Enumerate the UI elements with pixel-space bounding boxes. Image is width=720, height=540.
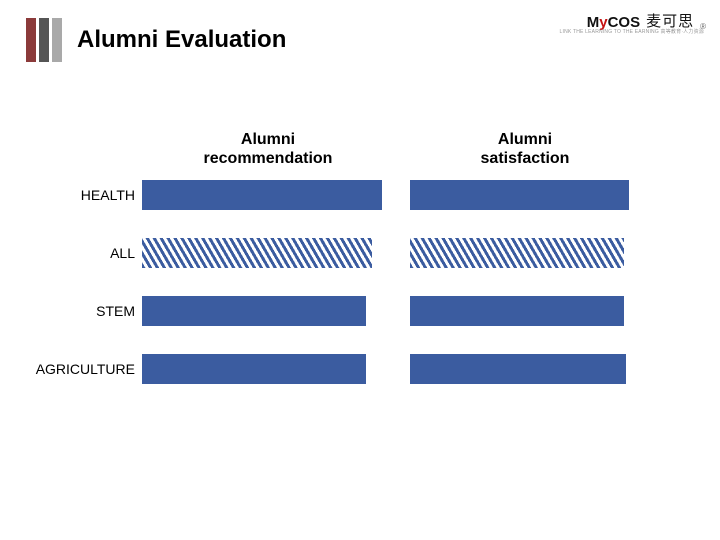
bar-all-satisfaction	[410, 238, 624, 268]
title-stripe-2	[39, 18, 49, 62]
bar-agriculture-recommendation	[142, 354, 366, 384]
row-label: ALL	[0, 245, 135, 261]
column-header-line2: satisfaction	[481, 150, 570, 167]
column-header-recommendation: Alumni recommendation	[168, 130, 368, 168]
title-stripe-3	[52, 18, 62, 62]
page-title: Alumni Evaluation	[77, 26, 286, 54]
chart-row-health: HEALTH	[0, 180, 720, 210]
column-header-line2: recommendation	[204, 150, 333, 167]
row-label: AGRICULTURE	[0, 361, 135, 377]
row-label: STEM	[0, 303, 135, 319]
bar-health-recommendation	[142, 180, 382, 210]
bar-agriculture-satisfaction	[410, 354, 626, 384]
column-header-line1: Alumni	[498, 131, 552, 148]
title-stripe-1	[26, 18, 36, 62]
chart-row-agriculture: AGRICULTURE	[0, 354, 720, 384]
brand-logo-subtitle: LINK THE LEARNING TO THE EARNING 高等教育·人力…	[560, 28, 704, 35]
column-header-line1: Alumni	[241, 131, 295, 148]
title-bar: Alumni Evaluation	[26, 18, 286, 62]
chart-row-all: ALL	[0, 238, 720, 268]
bar-health-satisfaction	[410, 180, 629, 210]
bar-all-recommendation	[142, 238, 372, 268]
bar-stem-satisfaction	[410, 296, 624, 326]
bar-stem-recommendation	[142, 296, 366, 326]
row-label: HEALTH	[0, 187, 135, 203]
column-header-satisfaction: Alumni satisfaction	[425, 130, 625, 168]
chart-row-stem: STEM	[0, 296, 720, 326]
